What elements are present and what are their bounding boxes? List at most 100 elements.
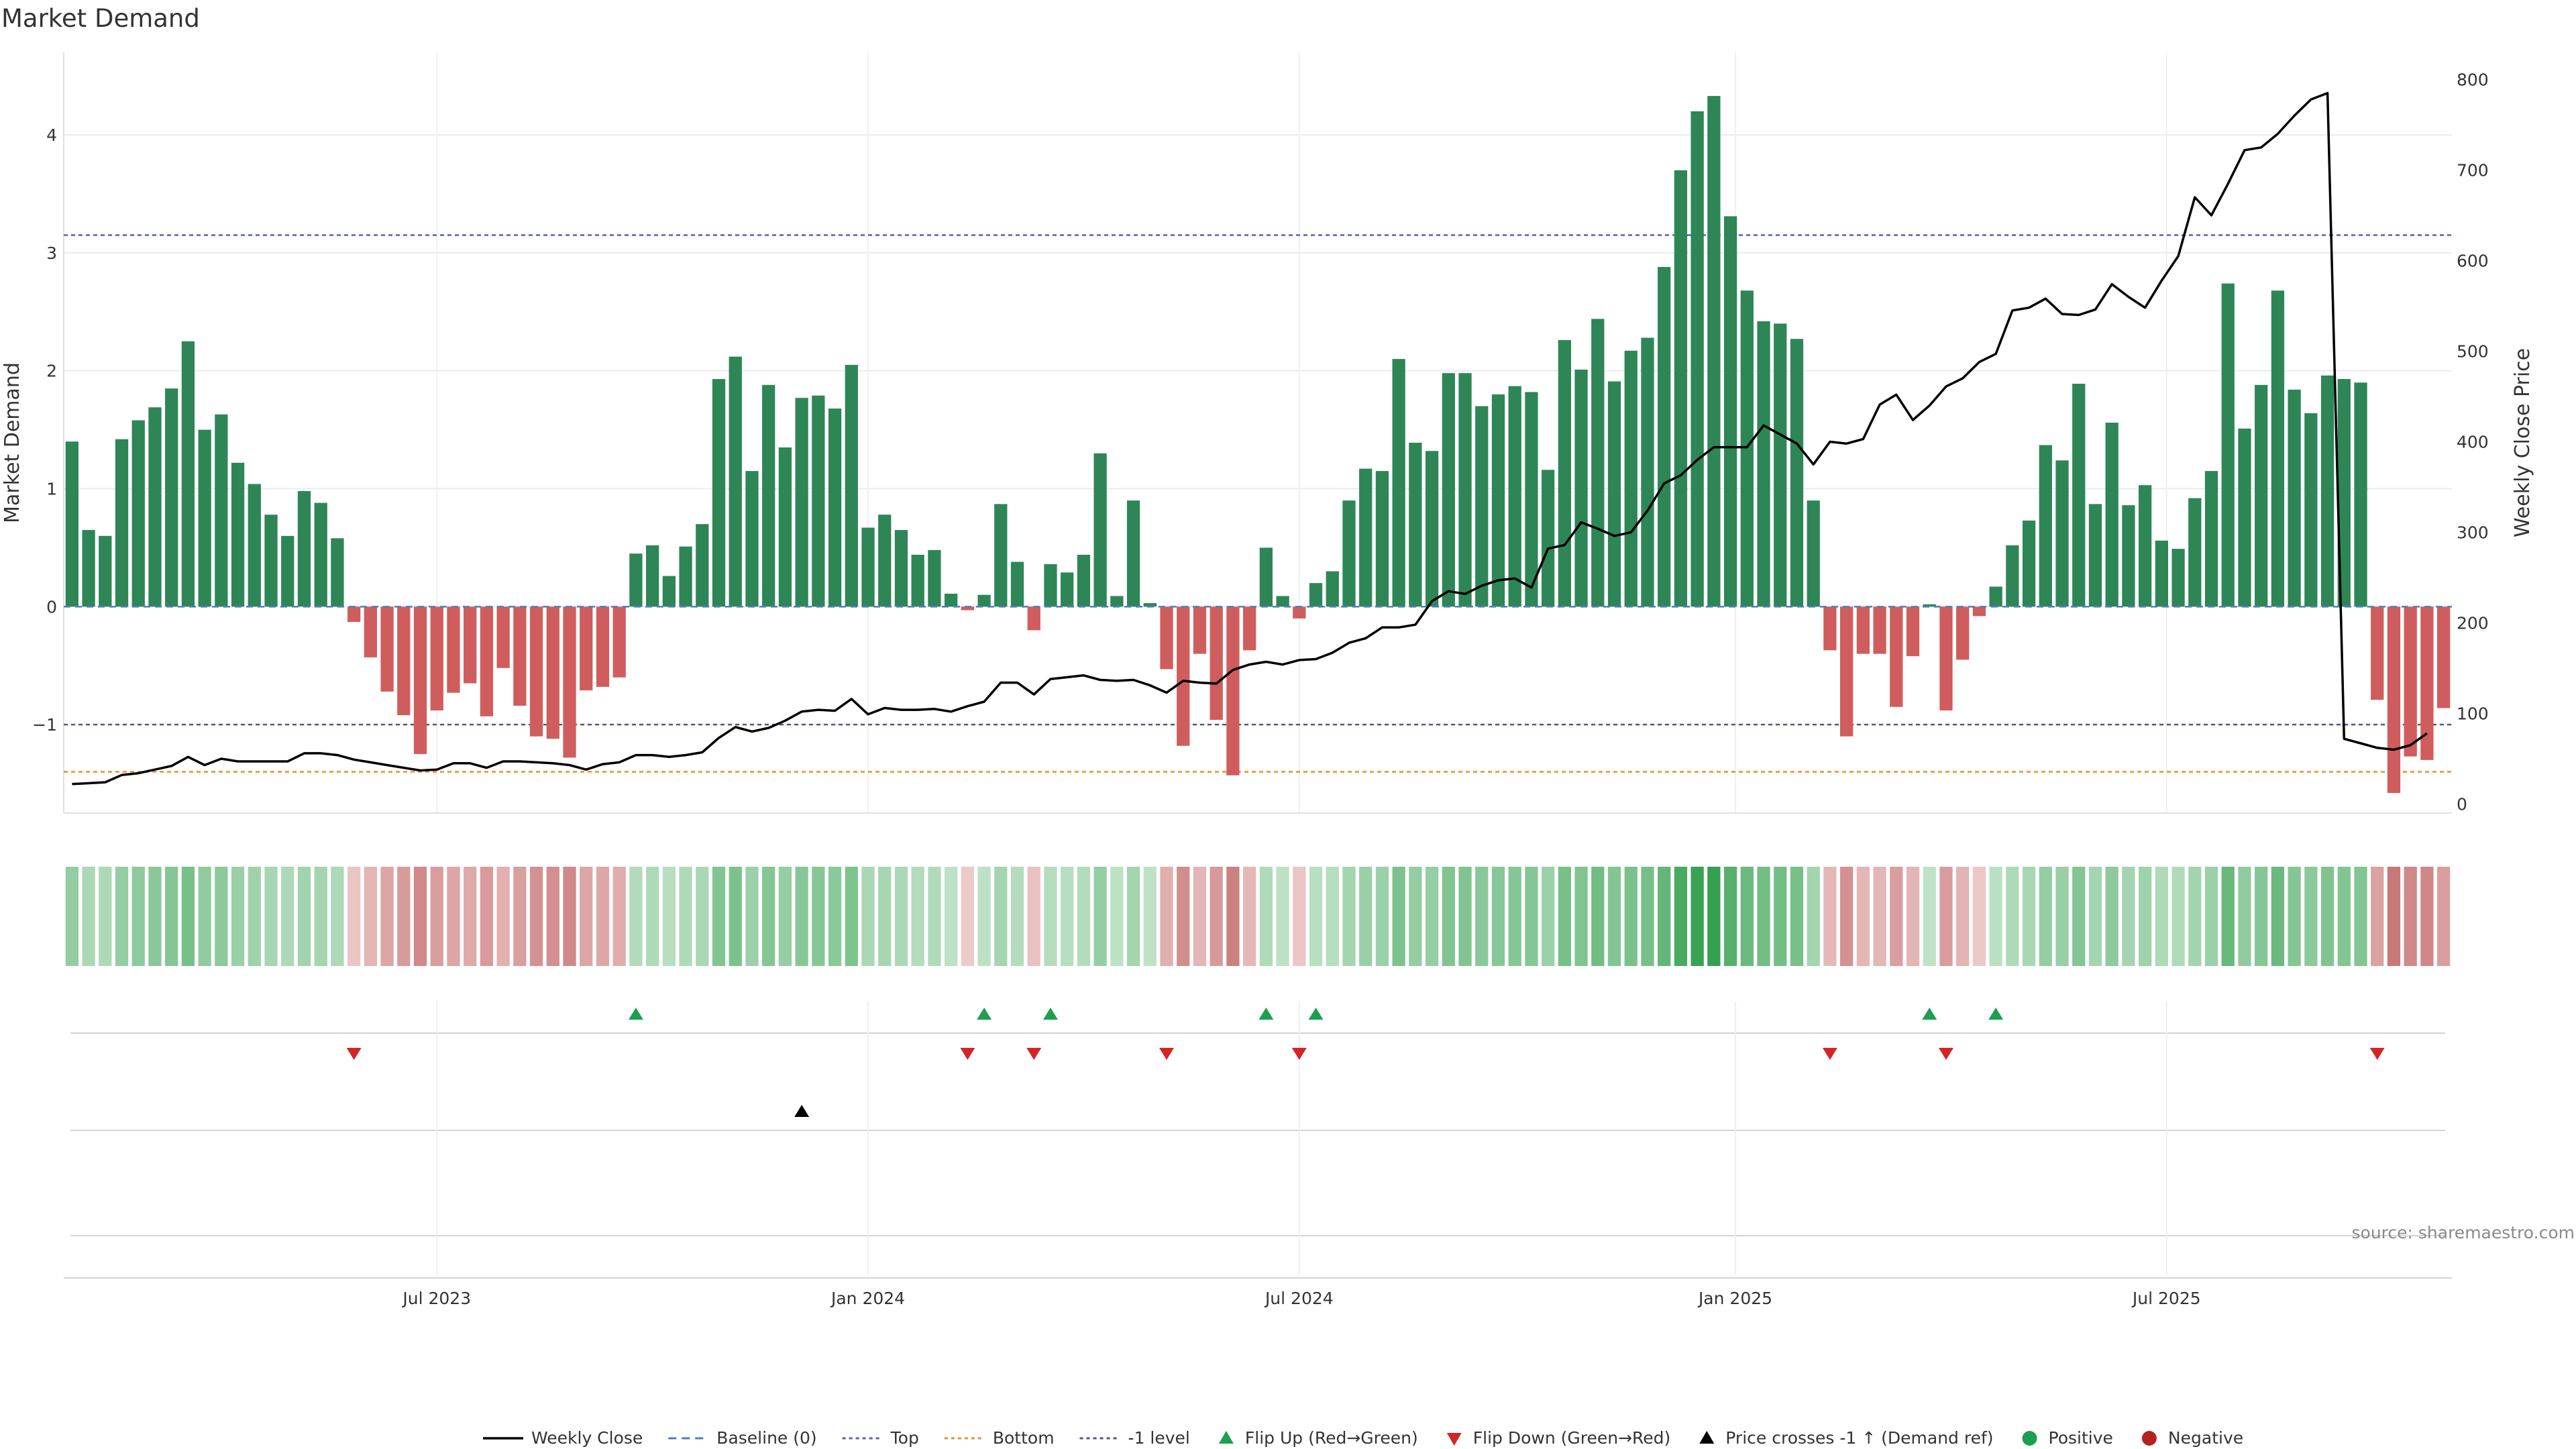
heat-strip-cell [1491, 867, 1505, 966]
demand-bar [2055, 460, 2069, 607]
legend-label: Flip Up (Red→Green) [1245, 1428, 1418, 1448]
demand-bar [1442, 373, 1455, 607]
heat-strip-cell [430, 867, 443, 966]
demand-bar [82, 530, 95, 607]
demand-bar [1326, 571, 1339, 607]
demand-bar [1757, 321, 1770, 607]
flip-up-marker [1988, 1008, 2004, 1020]
demand-bar [281, 535, 294, 607]
demand-bar [2105, 423, 2118, 607]
demand-bar [1177, 606, 1190, 746]
demand-bar [1607, 381, 1621, 607]
heat-strip-cell [1293, 867, 1306, 966]
demand-bar [1774, 323, 1787, 607]
legend-swatch-dot [2141, 1431, 2157, 1446]
demand-bar [1508, 386, 1521, 607]
demand-bar [529, 606, 543, 737]
heat-strip-cell [464, 867, 477, 966]
demand-bar [2288, 389, 2301, 607]
heat-strip-cell [496, 867, 510, 966]
demand-bar [397, 606, 411, 716]
heat-strip-cell [331, 867, 344, 966]
legend-item: Flip Down (Green→Red) [1446, 1428, 1671, 1448]
flip-down-marker [960, 1048, 975, 1060]
heat-strip-cell [1458, 867, 1472, 966]
demand-bar [314, 502, 327, 607]
heat-strip-cell [2072, 867, 2086, 966]
demand-bar [1143, 603, 1157, 607]
demand-bar [662, 576, 676, 607]
demand-bar [181, 341, 195, 607]
heat-strip-cell [264, 867, 278, 966]
demand-bar [1044, 564, 1057, 607]
flip-up-marker [628, 1008, 643, 1020]
demand-bar [1541, 470, 1555, 607]
heat-strip-cell [1177, 867, 1190, 966]
demand-bar [894, 530, 908, 607]
demand-bar [1226, 606, 1240, 775]
demand-bar [645, 545, 659, 607]
heat-strip-cell [1823, 867, 1837, 966]
demand-bar [513, 606, 527, 706]
heat-strip-cell [2304, 867, 2318, 966]
main-grid [63, 52, 2452, 814]
heat-strip-cell [762, 867, 775, 966]
heat-strip-cell [447, 867, 460, 966]
heat-strip-cell [2320, 867, 2334, 966]
heat-strip-cell [2238, 867, 2251, 966]
heat-strip-cell [1525, 867, 1538, 966]
heat-strip-cell [2039, 867, 2052, 966]
heat-strip-cell [2404, 867, 2417, 966]
demand-bar [131, 420, 145, 607]
heat-strip-cell [745, 867, 759, 966]
demand-bar [2138, 485, 2152, 607]
demand-bar [1160, 606, 1173, 669]
demand-bar [911, 554, 924, 607]
heat-strip-cell [1442, 867, 1455, 966]
demand-bar [264, 515, 278, 607]
demand-bar [1641, 337, 1654, 607]
heat-strip-cell [231, 867, 245, 966]
heat-strip-cell [281, 867, 294, 966]
heat-strip-cell [1126, 867, 1140, 966]
heat-strip-cell [645, 867, 659, 966]
demand-bar [165, 388, 178, 607]
heat-strip-cell [580, 867, 593, 966]
demand-bar [1475, 406, 1489, 607]
demand-bar [2006, 545, 2019, 607]
heat-strip-cell [1740, 867, 1754, 966]
heat-strip-cell [1923, 867, 1936, 966]
demand-bar [1425, 451, 1439, 607]
flip-up-marker [1922, 1008, 1937, 1020]
heat-strip-cell [1774, 867, 1787, 966]
heat-strip-cell [778, 867, 792, 966]
demand-bar [1359, 468, 1373, 607]
heat-strip-cell [878, 867, 892, 966]
demand-bar [1491, 394, 1505, 607]
legend-label: Flip Down (Green→Red) [1473, 1428, 1671, 1448]
heat-strip-cell [198, 867, 211, 966]
demand-heat-strip [65, 867, 2451, 966]
heat-strip-cell [563, 867, 576, 966]
legend-swatch-triangle-up [1699, 1431, 1715, 1444]
price-cross-marker [794, 1105, 810, 1117]
heat-strip-cell [1326, 867, 1339, 966]
heat-strip-cell [2221, 867, 2235, 966]
heat-strip-cell [1110, 867, 1124, 966]
source-label: source: sharemaestro.com [2352, 1223, 2575, 1242]
heat-strip-cell [1989, 867, 2002, 966]
heat-strip-cell [1425, 867, 1439, 966]
heat-strip-cell [1077, 867, 1091, 966]
demand-bar [2255, 384, 2268, 607]
demand-bar [2204, 471, 2218, 607]
demand-bar [1790, 339, 1804, 607]
demand-bar [2320, 375, 2334, 607]
legend: Weekly Close Baseline (0) Top Bottom -1 leve… [483, 1428, 2243, 1448]
demand-bar [1110, 596, 1124, 607]
demand-bar [2171, 549, 2185, 607]
demand-bar [380, 606, 394, 692]
heat-strip-cell [2255, 867, 2268, 966]
flip-down-marker [1938, 1048, 1953, 1060]
heat-strip-cell [314, 867, 327, 966]
flip-up-marker [1258, 1008, 1274, 1020]
